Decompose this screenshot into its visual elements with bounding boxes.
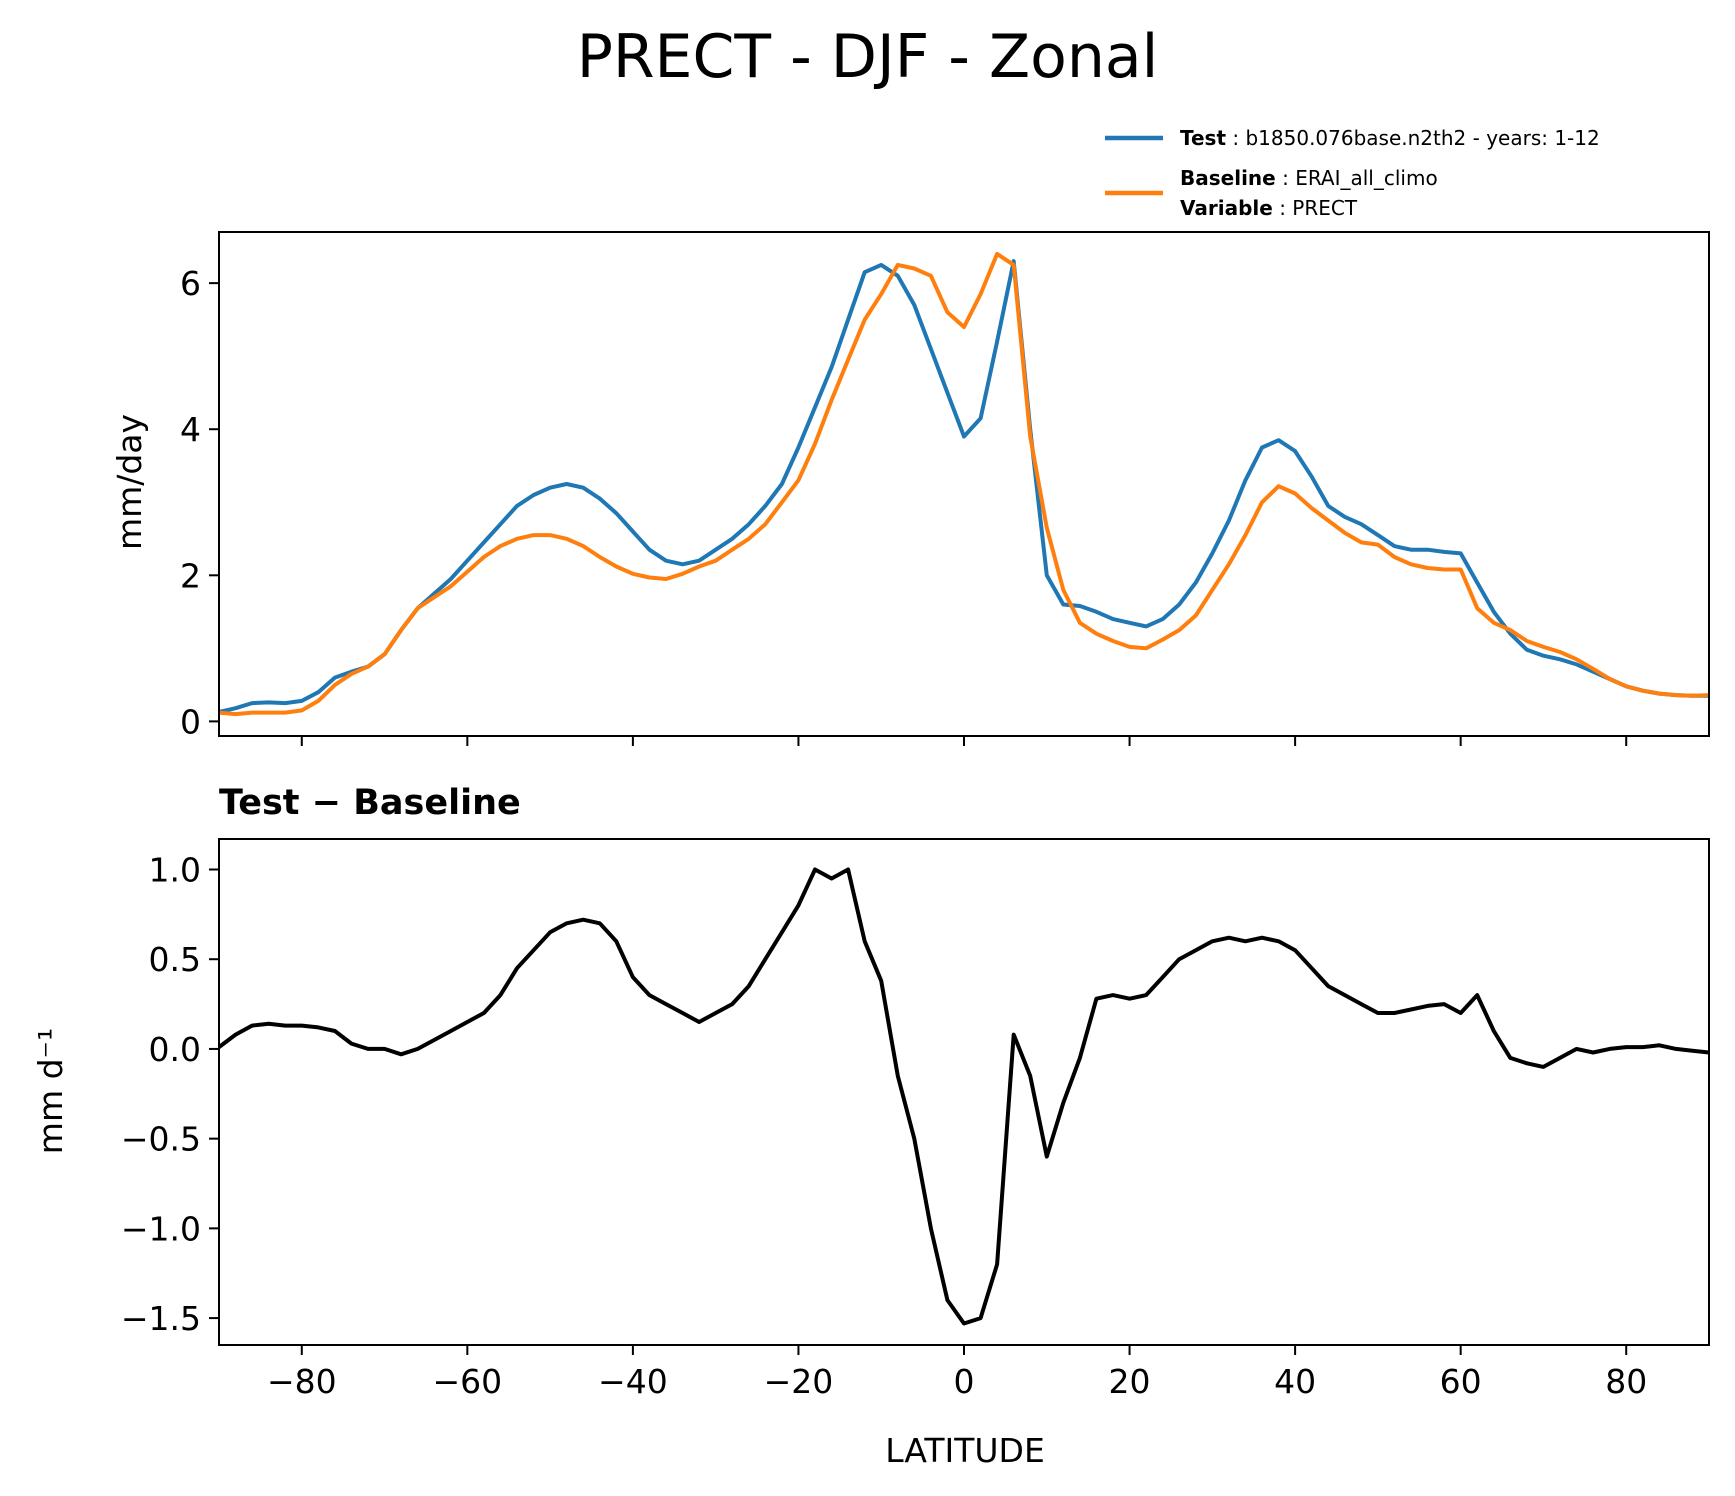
- top-axes-frame: [218, 231, 1710, 737]
- legend-variable-entry: Variable : PRECT: [1180, 196, 1358, 220]
- bottom-xtick-label: −40: [598, 1362, 668, 1401]
- top-ylabel: mm/day: [110, 414, 149, 550]
- bottom-xtick-label: 80: [1605, 1362, 1647, 1401]
- legend-variable-sep: :: [1273, 196, 1292, 220]
- xlabel: LATITUDE: [885, 1431, 1045, 1470]
- bottom-series-line-0: [217, 867, 1710, 1326]
- legend-baseline-sep: :: [1276, 166, 1295, 190]
- top-ytick-label: 6: [180, 264, 201, 303]
- bottom-ytick-label: −1.5: [121, 1299, 201, 1338]
- bottom-ylabel: mm d⁻¹: [31, 1028, 70, 1154]
- top-ytick-label: 2: [180, 556, 201, 595]
- legend-variable-value: PRECT: [1292, 196, 1358, 220]
- bottom-panel: 1.0 0.5 0.0 −0.5 −1.0 −1.5 −80 −60 −40 −20 0 20 40 60…: [121, 838, 1710, 1401]
- bottom-axes-frame: [218, 838, 1710, 1346]
- bottom-xtick-label: −80: [267, 1362, 337, 1401]
- legend-variable-key: Variable: [1180, 196, 1273, 220]
- bottom-xtick-label: 60: [1440, 1362, 1482, 1401]
- bottom-ytick-label: −1.0: [121, 1209, 201, 1248]
- bottom-ytick-label: 1.0: [149, 851, 201, 890]
- legend-baseline-value: ERAI_all_climo: [1295, 166, 1438, 190]
- bottom-xtick-label: 20: [1109, 1362, 1151, 1401]
- legend-test-value: b1850.076base.n2th2 - years: 1-12: [1245, 126, 1599, 150]
- legend-baseline-key: Baseline: [1180, 166, 1276, 190]
- figure-title: PRECT - DJF - Zonal: [576, 22, 1159, 92]
- bottom-ytick-label: −0.5: [121, 1120, 201, 1159]
- top-ytick-label: 4: [180, 410, 201, 449]
- bottom-xtick-label: 40: [1274, 1362, 1316, 1401]
- top-panel: 0 2 4 6: [180, 231, 1710, 746]
- top-ytick-label: 0: [180, 702, 201, 741]
- legend-test-sep: :: [1226, 126, 1245, 150]
- top-series-line-test: [218, 259, 1709, 714]
- top-series-line-baseline: [218, 251, 1710, 717]
- legend-test-key: Test: [1180, 126, 1226, 150]
- legend-test-entry: Test : b1850.076base.n2th2 - years: 1-12: [1180, 126, 1600, 150]
- legend: Test : b1850.076base.n2th2 - years: 1-12…: [1105, 126, 1600, 220]
- bottom-ytick-label: 0.0: [149, 1030, 201, 1069]
- bottom-xtick-label: −20: [764, 1362, 834, 1401]
- bottom-ytick-label: 0.5: [149, 940, 201, 979]
- bottom-xtick-label: −60: [433, 1362, 503, 1401]
- diff-subplot-title: Test − Baseline: [219, 783, 521, 823]
- legend-baseline-entry: Baseline : ERAI_all_climo: [1180, 166, 1438, 190]
- bottom-xtick-label: 0: [954, 1362, 975, 1401]
